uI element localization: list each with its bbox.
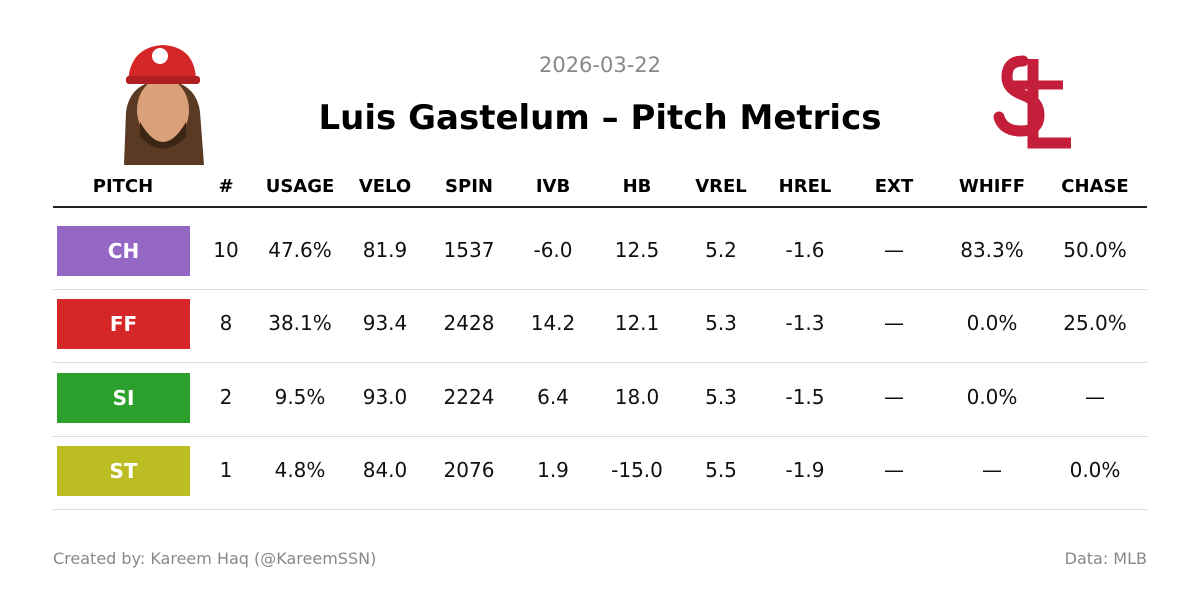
cell: -6.0 bbox=[533, 238, 573, 262]
cell: — bbox=[884, 384, 904, 409]
cell: 81.9 bbox=[362, 238, 408, 262]
cell: 5.3 bbox=[705, 384, 737, 409]
cell: 12.1 bbox=[614, 311, 660, 336]
cell: -1.6 bbox=[785, 238, 825, 262]
cell: 5.2 bbox=[705, 238, 737, 262]
cell: 93.4 bbox=[362, 311, 408, 336]
cell: 93.0 bbox=[362, 384, 408, 409]
cell: 0.0% bbox=[966, 311, 1018, 336]
cell: 84.0 bbox=[362, 457, 408, 482]
header-rule bbox=[53, 206, 1147, 208]
cell: -1.9 bbox=[785, 457, 825, 482]
column-header: VELO bbox=[358, 176, 412, 197]
pitch-badge: ST bbox=[57, 445, 190, 496]
cell: -1.5 bbox=[785, 384, 825, 409]
cell: 47.6% bbox=[268, 238, 332, 262]
title: Luis Gastelum – Pitch Metrics bbox=[318, 98, 882, 138]
cell: 9.5% bbox=[274, 384, 326, 409]
cell: 1 bbox=[219, 457, 233, 482]
cell: 4.8% bbox=[274, 457, 326, 482]
column-header: CHASE bbox=[1061, 176, 1129, 197]
column-header: VREL bbox=[695, 176, 747, 197]
cell: 8 bbox=[219, 311, 233, 336]
cell: 5.5 bbox=[705, 457, 737, 482]
cell: 14.2 bbox=[530, 311, 576, 336]
cell: 25.0% bbox=[1063, 311, 1127, 336]
cell: 2 bbox=[219, 384, 233, 409]
cell: 38.1% bbox=[268, 311, 332, 336]
cell: 10 bbox=[213, 238, 239, 262]
cell: 0.0% bbox=[1069, 457, 1121, 482]
team-logo bbox=[993, 55, 1071, 149]
column-header: WHIFF bbox=[958, 176, 1026, 197]
cell: -15.0 bbox=[611, 457, 663, 482]
pitch-badge: FF bbox=[57, 299, 190, 350]
source: Data: MLB bbox=[1064, 549, 1147, 568]
date: 2026-03-22 bbox=[538, 53, 662, 77]
cell: 5.3 bbox=[705, 311, 737, 336]
cell: -1.3 bbox=[785, 311, 825, 336]
column-header: IVB bbox=[535, 176, 571, 197]
cell: — bbox=[884, 311, 904, 336]
credit: Created by: Kareem Haq (@KareemSSN) bbox=[53, 549, 377, 568]
column-header: SPIN bbox=[445, 176, 493, 197]
cell: — bbox=[982, 457, 1002, 482]
cell: 6.4 bbox=[537, 384, 569, 409]
row-rule bbox=[53, 508, 1147, 510]
cell: — bbox=[884, 238, 904, 262]
pitch-badge: SI bbox=[57, 372, 190, 423]
cell: 1537 bbox=[443, 238, 495, 262]
row-rule bbox=[53, 289, 1147, 290]
cell: 0.0% bbox=[966, 384, 1018, 409]
column-header: EXT bbox=[874, 176, 914, 197]
cell: 2224 bbox=[443, 384, 495, 409]
cell: 83.3% bbox=[960, 238, 1024, 262]
cell: 2428 bbox=[443, 311, 495, 336]
pitch-badge: CH bbox=[57, 226, 190, 276]
column-header: PITCH bbox=[92, 176, 154, 197]
row-rule bbox=[53, 435, 1147, 437]
player-photo bbox=[120, 42, 206, 165]
cell: 50.0% bbox=[1063, 238, 1127, 262]
column-header: USAGE bbox=[265, 176, 335, 197]
cell: 12.5 bbox=[614, 238, 660, 262]
cell: 2076 bbox=[443, 457, 495, 482]
column-header: # bbox=[218, 176, 234, 197]
cell: — bbox=[884, 457, 904, 482]
column-header: HREL bbox=[778, 176, 832, 197]
row-rule bbox=[53, 362, 1147, 364]
column-header: HB bbox=[622, 176, 652, 197]
cell: 18.0 bbox=[614, 384, 660, 409]
cell: 1.9 bbox=[537, 457, 569, 482]
cell: — bbox=[1085, 384, 1105, 409]
